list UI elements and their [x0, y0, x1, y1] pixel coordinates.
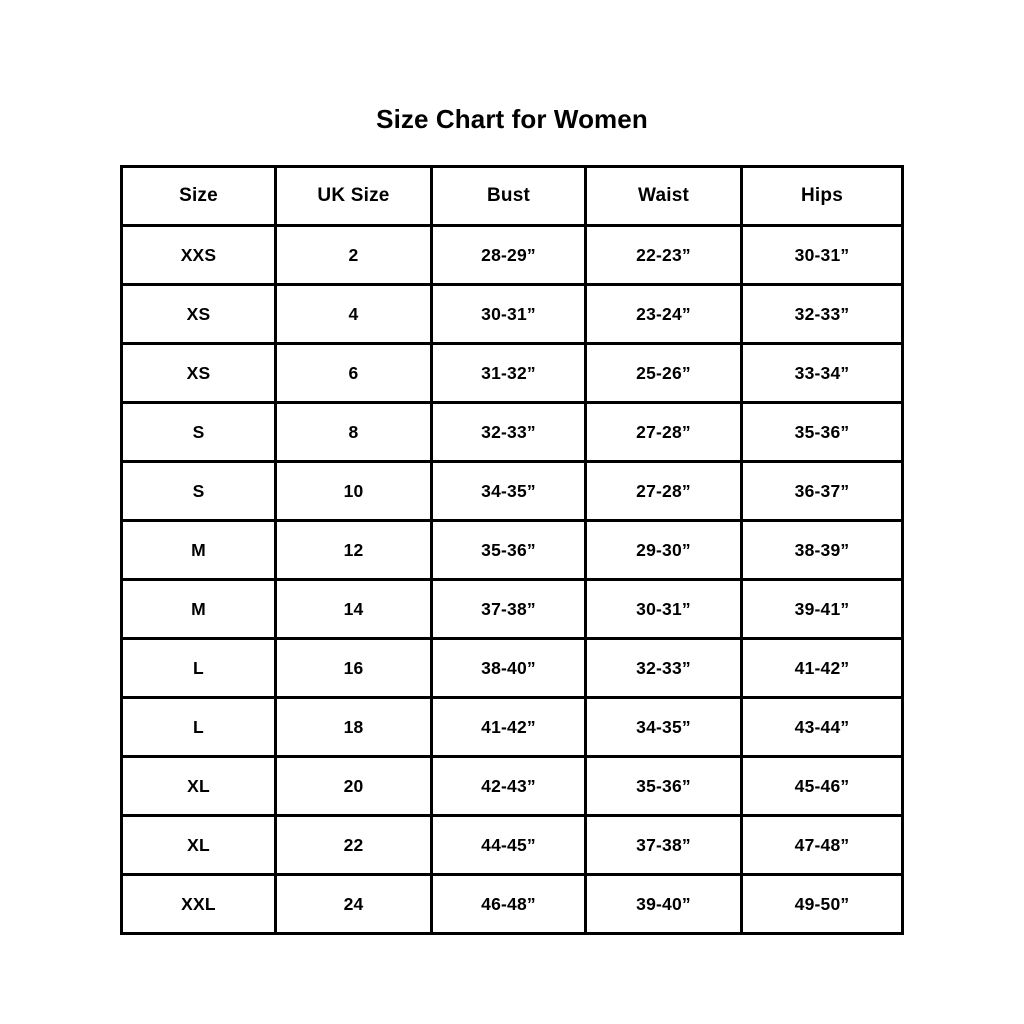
cell-hips: 38-39”	[740, 519, 904, 581]
cell-hips: 49-50”	[740, 873, 904, 935]
cell-bust: 31-32”	[430, 342, 587, 404]
cell-hips: 39-41”	[740, 578, 904, 640]
cell-bust: 30-31”	[430, 283, 587, 345]
cell-uk-size: 16	[274, 637, 433, 699]
size-chart-table-container: Size UK Size Bust Waist Hips XXS 2 28-29…	[120, 165, 904, 935]
cell-size: L	[120, 696, 277, 758]
cell-waist: 23-24”	[584, 283, 743, 345]
cell-waist: 39-40”	[584, 873, 743, 935]
cell-uk-size: 24	[274, 873, 433, 935]
table-row: L 18 41-42” 34-35” 43-44”	[120, 696, 904, 758]
cell-size: XL	[120, 814, 277, 876]
page-title: Size Chart for Women	[376, 104, 648, 134]
table-row: XL 20 42-43” 35-36” 45-46”	[120, 755, 904, 817]
cell-uk-size: 8	[274, 401, 433, 463]
table-row: XS 4 30-31” 23-24” 32-33”	[120, 283, 904, 345]
cell-uk-size: 22	[274, 814, 433, 876]
cell-hips: 47-48”	[740, 814, 904, 876]
cell-size: XS	[120, 283, 277, 345]
cell-waist: 22-23”	[584, 224, 743, 286]
column-header-uk-size: UK Size	[274, 165, 433, 227]
cell-uk-size: 18	[274, 696, 433, 758]
cell-bust: 38-40”	[430, 637, 587, 699]
cell-hips: 41-42”	[740, 637, 904, 699]
size-chart-table: Size UK Size Bust Waist Hips XXS 2 28-29…	[120, 165, 904, 935]
cell-size: L	[120, 637, 277, 699]
table-row: L 16 38-40” 32-33” 41-42”	[120, 637, 904, 699]
column-header-size: Size	[120, 165, 277, 227]
cell-size: M	[120, 519, 277, 581]
cell-uk-size: 10	[274, 460, 433, 522]
table-body: XXS 2 28-29” 22-23” 30-31” XS 4 30-31” 2…	[120, 224, 904, 935]
cell-waist: 25-26”	[584, 342, 743, 404]
column-header-hips: Hips	[740, 165, 904, 227]
cell-waist: 30-31”	[584, 578, 743, 640]
cell-size: XS	[120, 342, 277, 404]
cell-hips: 30-31”	[740, 224, 904, 286]
cell-size: S	[120, 401, 277, 463]
table-header-row: Size UK Size Bust Waist Hips	[120, 165, 904, 227]
cell-bust: 32-33”	[430, 401, 587, 463]
cell-hips: 32-33”	[740, 283, 904, 345]
cell-hips: 36-37”	[740, 460, 904, 522]
cell-uk-size: 12	[274, 519, 433, 581]
cell-waist: 29-30”	[584, 519, 743, 581]
table-row: M 12 35-36” 29-30” 38-39”	[120, 519, 904, 581]
cell-hips: 43-44”	[740, 696, 904, 758]
cell-waist: 27-28”	[584, 401, 743, 463]
cell-uk-size: 20	[274, 755, 433, 817]
table-row: S 10 34-35” 27-28” 36-37”	[120, 460, 904, 522]
cell-bust: 41-42”	[430, 696, 587, 758]
cell-size: XXS	[120, 224, 277, 286]
table-row: XXL 24 46-48” 39-40” 49-50”	[120, 873, 904, 935]
table-row: M 14 37-38” 30-31” 39-41”	[120, 578, 904, 640]
cell-waist: 32-33”	[584, 637, 743, 699]
cell-size: S	[120, 460, 277, 522]
cell-bust: 46-48”	[430, 873, 587, 935]
cell-waist: 34-35”	[584, 696, 743, 758]
table-row: XXS 2 28-29” 22-23” 30-31”	[120, 224, 904, 286]
table-header: Size UK Size Bust Waist Hips	[120, 165, 904, 227]
cell-size: XXL	[120, 873, 277, 935]
cell-uk-size: 4	[274, 283, 433, 345]
cell-bust: 42-43”	[430, 755, 587, 817]
cell-bust: 35-36”	[430, 519, 587, 581]
cell-hips: 45-46”	[740, 755, 904, 817]
cell-waist: 37-38”	[584, 814, 743, 876]
column-header-bust: Bust	[430, 165, 587, 227]
cell-size: M	[120, 578, 277, 640]
cell-uk-size: 6	[274, 342, 433, 404]
cell-bust: 37-38”	[430, 578, 587, 640]
cell-size: XL	[120, 755, 277, 817]
table-row: S 8 32-33” 27-28” 35-36”	[120, 401, 904, 463]
table-row: XS 6 31-32” 25-26” 33-34”	[120, 342, 904, 404]
cell-hips: 33-34”	[740, 342, 904, 404]
cell-bust: 44-45”	[430, 814, 587, 876]
cell-bust: 34-35”	[430, 460, 587, 522]
table-row: XL 22 44-45” 37-38” 47-48”	[120, 814, 904, 876]
cell-uk-size: 14	[274, 578, 433, 640]
cell-waist: 27-28”	[584, 460, 743, 522]
column-header-waist: Waist	[584, 165, 743, 227]
cell-waist: 35-36”	[584, 755, 743, 817]
cell-uk-size: 2	[274, 224, 433, 286]
cell-bust: 28-29”	[430, 224, 587, 286]
cell-hips: 35-36”	[740, 401, 904, 463]
